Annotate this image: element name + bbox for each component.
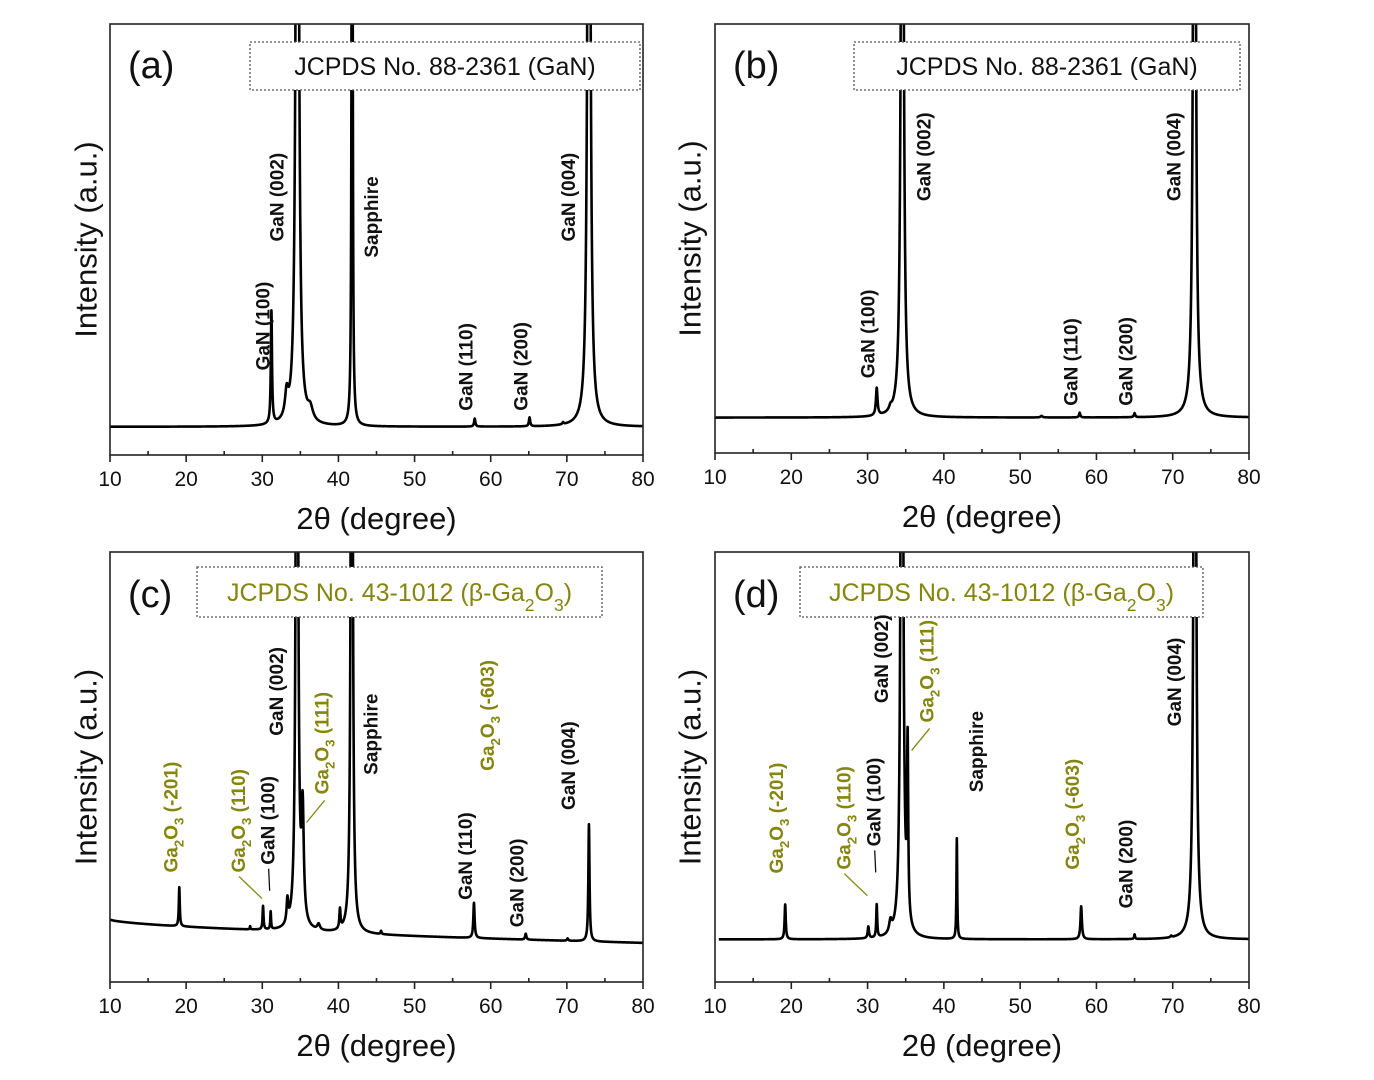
x-tick-label: 50 [403, 468, 426, 491]
peak-label: GaN (004) [1164, 112, 1185, 201]
panel-letter: (c) [128, 574, 172, 616]
x-tick-label: 60 [1085, 995, 1108, 1018]
x-tick-label: 30 [856, 995, 879, 1018]
leader-line [911, 728, 931, 751]
reference-box [799, 566, 1204, 618]
peak-label: GaN (200) [507, 839, 528, 928]
x-tick-label: 10 [98, 995, 121, 1018]
x-axis-label: 2θ (degree) [902, 1028, 1062, 1063]
peak-label: Ga2O3 (110) [229, 769, 255, 873]
panel-d: 10 20 30 40 50 60 70 80 2θ (degree) Intensity (a.… [673, 551, 1261, 1063]
peak-label: GaN (110) [456, 323, 477, 411]
reference-label: JCPDS No. 88-2361 (GaN) [896, 53, 1198, 81]
x-tick-label: 30 [251, 995, 274, 1018]
peak-label: GaN (004) [558, 153, 579, 242]
peak-label: GaN (100) [258, 776, 279, 865]
peak-label: GaN (002) [871, 614, 892, 703]
peak-label: GaN (200) [1116, 317, 1137, 406]
peak-label: Sapphire [362, 176, 383, 257]
x-tick-label: 10 [703, 995, 726, 1018]
peak-label: Ga2O3 (-201) [161, 762, 187, 873]
peak-label: Sapphire [966, 711, 987, 792]
x-tick-label: 60 [479, 995, 502, 1018]
y-axis-label: Intensity (a.u.) [69, 141, 104, 337]
leader-line [306, 799, 326, 823]
peak-label: GaN (004) [1164, 638, 1185, 727]
x-axis-label: 2θ (degree) [296, 501, 456, 536]
x-tick-label: 10 [703, 466, 726, 489]
xrd-curve [110, 24, 643, 429]
y-axis-label: Intensity (a.u.) [69, 669, 104, 865]
peak-label: GaN (110) [1061, 318, 1082, 406]
y-axis-label: Intensity (a.u.) [673, 669, 708, 865]
x-tick-label: 50 [1008, 995, 1031, 1018]
x-tick-label: 40 [327, 995, 350, 1018]
leader-line [874, 850, 877, 873]
x-axis-label: 2θ (degree) [902, 499, 1062, 534]
panel-letter: (a) [128, 45, 174, 87]
peak-label: GaN (200) [511, 322, 532, 411]
x-tick-label: 60 [1085, 466, 1108, 489]
x-tick-label: 50 [403, 995, 426, 1018]
panel-letter: (b) [733, 45, 779, 87]
peak-label: GaN (100) [253, 282, 274, 371]
xrd-curve [110, 552, 643, 945]
peak-label: Ga2O3 (-603) [477, 660, 503, 771]
x-tick-label: 30 [856, 466, 879, 489]
peak-label: GaN (200) [1116, 820, 1137, 909]
x-tick-label: 80 [1237, 466, 1260, 489]
reference-label: JCPDS No. 43-1012 (β-Ga2O3) [829, 579, 1174, 615]
peak-label: GaN (100) [858, 290, 879, 379]
leader-line [843, 873, 868, 897]
x-tick-label: 60 [479, 468, 502, 491]
xrd-curve [715, 24, 1249, 419]
panel-a: 10 20 30 40 50 60 70 80 2θ (degree) Intensity (a.… [69, 23, 655, 536]
x-tick-label: 10 [98, 468, 121, 491]
x-tick-label: 20 [780, 466, 803, 489]
panel-letter: (d) [733, 574, 779, 616]
reference-box [196, 566, 603, 618]
panel-c: 10 20 30 40 50 60 70 80 2θ (degree) Intensity (a.… [69, 551, 655, 1063]
x-tick-label: 20 [174, 468, 197, 491]
peak-label: Ga2O3 (110) [834, 766, 860, 870]
x-tick-label: 70 [555, 995, 578, 1018]
x-tick-label: 70 [1161, 995, 1184, 1018]
x-tick-label: 80 [631, 995, 654, 1018]
peak-label: GaN (100) [864, 758, 885, 847]
x-axis-label: 2θ (degree) [296, 1028, 456, 1063]
x-tick-label: 70 [555, 468, 578, 491]
peak-label: Ga2O3 (111) [312, 692, 338, 795]
y-axis-label: Intensity (a.u.) [673, 140, 708, 336]
x-tick-label: 50 [1008, 466, 1031, 489]
x-tick-label: 20 [780, 995, 803, 1018]
reference-box [853, 41, 1241, 91]
peak-label: Ga2O3 (111) [917, 620, 943, 722]
peak-label: Ga2O3 (-603) [1063, 759, 1089, 870]
peak-label: Sapphire [361, 694, 382, 775]
reference-label: JCPDS No. 43-1012 (β-Ga2O3) [227, 579, 572, 615]
peak-label: GaN (002) [266, 647, 287, 736]
x-tick-label: 80 [631, 468, 654, 491]
peak-label: GaN (002) [267, 153, 288, 242]
panel-b: 10 20 30 40 50 60 70 80 2θ (degree) Intensity (a.… [673, 23, 1261, 534]
x-tick-label: 40 [932, 995, 955, 1018]
peak-label: GaN (004) [558, 721, 579, 810]
peak-label: Ga2O3 (-201) [767, 763, 793, 874]
peak-label: GaN (110) [455, 812, 476, 900]
x-tick-label: 80 [1237, 995, 1260, 1018]
reference-box [249, 41, 641, 91]
peak-label: GaN (002) [914, 112, 935, 201]
x-tick-label: 20 [174, 995, 197, 1018]
leader-line [238, 876, 263, 900]
reference-label: JCPDS No. 88-2361 (GaN) [294, 53, 596, 81]
leader-line [268, 868, 271, 891]
x-tick-label: 40 [327, 468, 350, 491]
x-tick-label: 70 [1161, 466, 1184, 489]
x-tick-label: 40 [932, 466, 955, 489]
xrd-curve [717, 552, 1249, 941]
x-tick-label: 30 [251, 468, 274, 491]
